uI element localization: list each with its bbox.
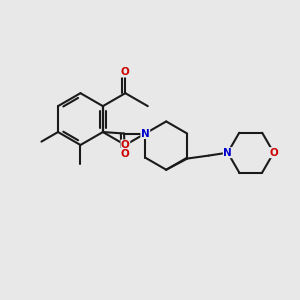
Text: O: O [269, 148, 278, 158]
Text: N: N [141, 128, 150, 139]
Text: O: O [120, 148, 129, 158]
Text: O: O [121, 67, 130, 77]
Text: O: O [121, 140, 130, 150]
Text: N: N [224, 148, 232, 158]
